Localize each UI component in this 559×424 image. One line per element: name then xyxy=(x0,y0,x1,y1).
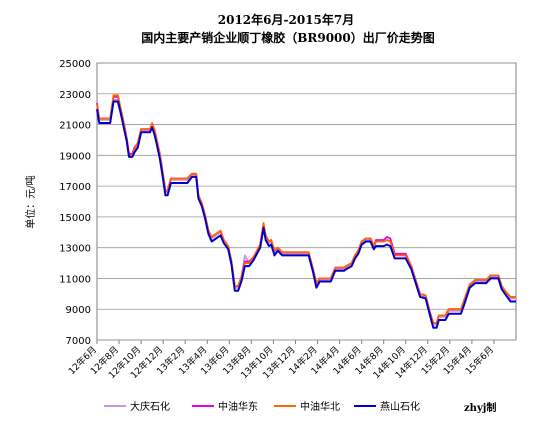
y-tick-label: 25000 xyxy=(59,59,91,70)
y-tick-label: 21000 xyxy=(59,121,91,132)
legend: 大庆石化 中油华东 中油华北 燕山石化 xyxy=(104,400,420,413)
x-axis-ticks: 12年6月12年8月12年10月12年12月13年2月13年4月13年6月13年… xyxy=(66,340,496,381)
chart-title: 2012年6月-2015年7月 xyxy=(218,12,354,27)
plot-frame xyxy=(96,62,517,341)
series-line-3 xyxy=(96,94,516,324)
y-tick-label: 15000 xyxy=(59,213,91,224)
credit-label: zhyj制 xyxy=(464,401,496,414)
y-tick-label: 17000 xyxy=(59,182,91,193)
legend-label: 中油华北 xyxy=(300,400,340,413)
y-tick-label: 9000 xyxy=(66,305,91,316)
legend-label: 燕山石化 xyxy=(380,400,420,413)
grid xyxy=(97,62,516,341)
y-tick-label: 23000 xyxy=(59,90,91,101)
legend-label: 中油华东 xyxy=(218,400,258,413)
y-axis-ticks: 7000 9000 11000 13000 15000 17000 19000 21000 23… xyxy=(59,59,91,347)
y-axis-label: 单位：元/吨 xyxy=(24,175,37,228)
y-tick-label: 11000 xyxy=(59,274,91,285)
plot-area xyxy=(96,62,517,341)
y-tick-label: 13000 xyxy=(59,244,91,255)
series-line-4 xyxy=(96,100,516,329)
legend-label: 大庆石化 xyxy=(130,400,170,413)
y-tick-label: 7000 xyxy=(66,336,91,347)
y-tick-label: 19000 xyxy=(59,151,91,162)
series-lines xyxy=(96,94,516,329)
chart-subtitle: 国内主要产销企业顺丁橡胶（BR9000）出厂价走势图 xyxy=(141,30,435,45)
